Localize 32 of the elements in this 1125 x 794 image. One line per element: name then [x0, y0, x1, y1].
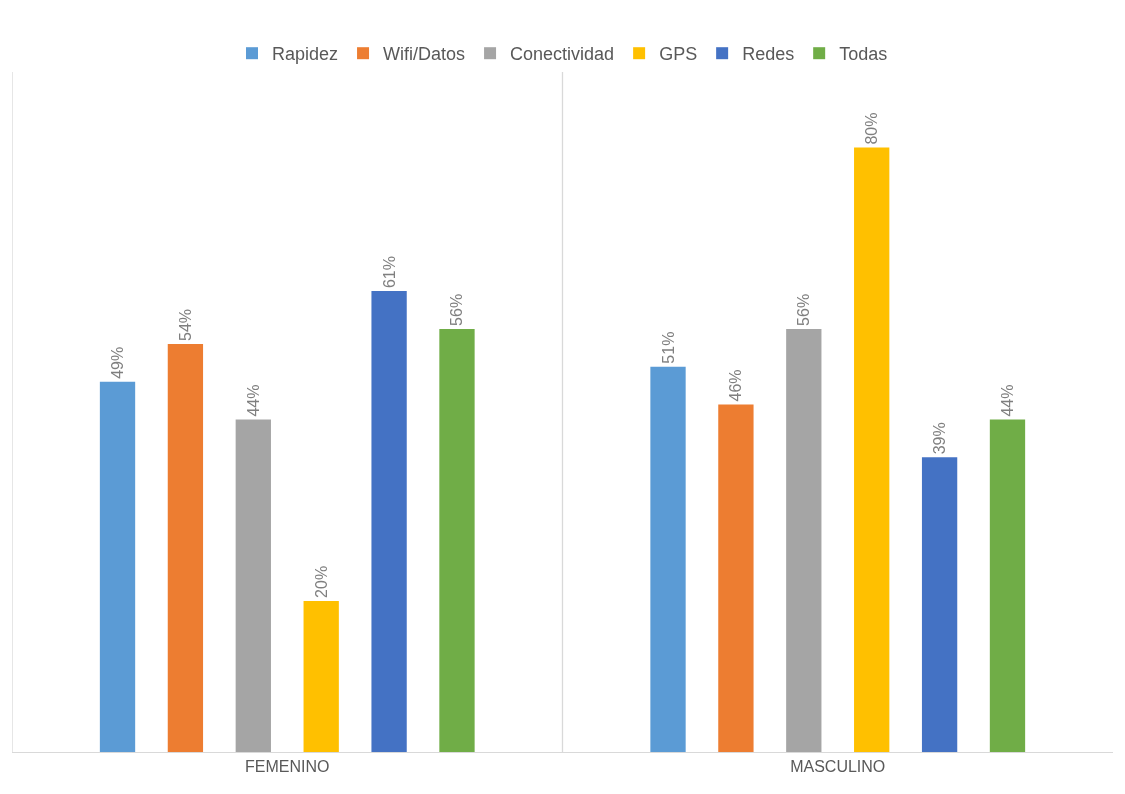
data-label: 20% [312, 565, 330, 598]
bar [303, 600, 339, 752]
data-label: 56% [448, 293, 466, 326]
bar [718, 404, 754, 752]
x-tick-label: FEMENINO [245, 758, 330, 776]
legend-label: Todas [839, 44, 888, 65]
data-label: 80% [863, 112, 881, 145]
legend-label: Redes [742, 44, 795, 65]
bar [989, 419, 1026, 752]
legend-label: GPS [659, 44, 698, 65]
data-label: 39% [931, 422, 949, 455]
data-label: 46% [727, 369, 745, 402]
bar [786, 328, 822, 752]
data-label: 44% [998, 384, 1016, 417]
data-label: 49% [109, 346, 127, 379]
bar [650, 366, 686, 752]
bar [854, 147, 890, 752]
data-label: 44% [244, 384, 262, 417]
bar [235, 419, 271, 752]
data-label: 54% [176, 308, 194, 341]
x-tick-label: MASCULINO [790, 758, 886, 776]
data-label: 61% [380, 256, 398, 289]
bar [167, 344, 204, 752]
bar [99, 381, 136, 752]
bar [921, 457, 958, 752]
data-label: 51% [659, 331, 677, 364]
bar [371, 291, 407, 752]
legend-label: Conectividad [510, 44, 615, 65]
bar [439, 328, 475, 752]
legend-label: Rapidez [272, 44, 339, 65]
legend-label: Wifi/Datos [383, 44, 466, 65]
data-label: 56% [795, 293, 813, 326]
